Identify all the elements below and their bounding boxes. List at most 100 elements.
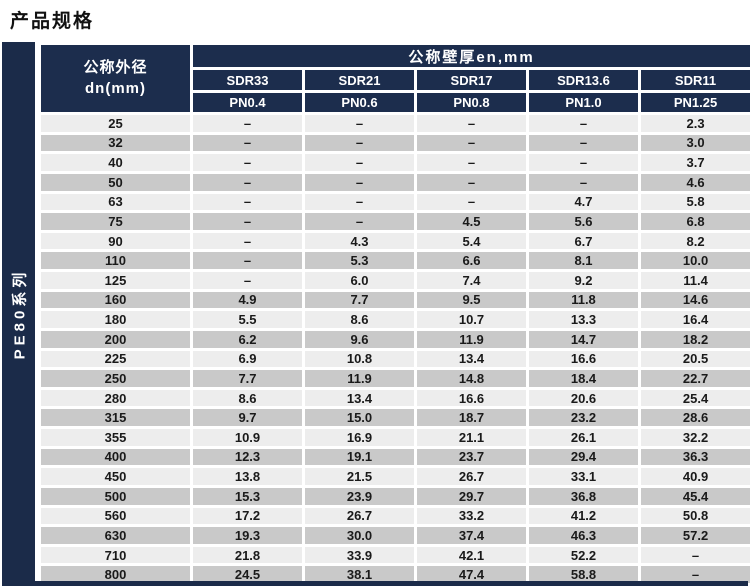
table-row: 450 13.8 21.5 26.7 33.1 40.9: [38, 465, 750, 488]
value-cell: 28.6: [637, 406, 750, 429]
table-row: 160 4.9 7.7 9.5 11.8 14.6: [38, 288, 750, 312]
value-cell: 36.3: [637, 445, 750, 469]
value-cell: 33.2: [414, 504, 529, 528]
value-cell: 13.4: [414, 347, 529, 371]
value-cell: 10.9: [190, 426, 305, 449]
value-cell: 11.9: [302, 367, 417, 390]
value-cell: 21.5: [302, 465, 417, 488]
dn-header-line1: 公称外径: [83, 59, 148, 77]
value-cell: 7.7: [302, 288, 417, 312]
table-row: 75– –4.5 5.6 6.8: [38, 210, 750, 233]
value-cell: 11.9: [414, 327, 529, 351]
value-cell: –: [190, 210, 305, 233]
value-cell: 13.3: [526, 308, 641, 331]
table-row: 32– – – –3.0: [38, 131, 750, 155]
value-cell: 45.4: [637, 484, 750, 508]
value-cell: 4.5: [414, 210, 529, 233]
value-cell: 15.0: [302, 406, 417, 429]
value-cell: 42.1: [414, 543, 529, 567]
dn-cell: 400: [38, 445, 193, 469]
dn-cell: 225: [38, 347, 193, 371]
dn-cell: 75: [38, 210, 193, 233]
dn-cell: 180: [38, 308, 193, 331]
table-row: 355 10.9 16.9 21.1 26.1 32.2: [38, 426, 750, 449]
series-sidebar: PE80系列: [2, 42, 35, 586]
value-cell: –: [302, 170, 417, 194]
sdr-header: SDR17: [414, 67, 529, 93]
table-row: 63– – –4.7 5.8: [38, 190, 750, 214]
sdr-header: SDR33: [190, 67, 305, 93]
page-title: 产品规格: [10, 11, 95, 32]
value-cell: –: [302, 112, 417, 135]
pn-header: PN0.6: [302, 90, 417, 115]
value-cell: 16.6: [526, 347, 641, 371]
value-cell: 29.7: [414, 484, 529, 508]
value-cell: 4.9: [190, 288, 305, 312]
dn-header-line2: dn(mm): [85, 79, 146, 97]
sdr-header: SDR11: [637, 67, 750, 93]
value-cell: 41.2: [526, 504, 641, 528]
dn-cell: 200: [38, 327, 193, 351]
value-cell: 9.7: [190, 406, 305, 429]
value-cell: 57.2: [637, 524, 750, 547]
value-cell: 18.7: [414, 406, 529, 429]
value-cell: 6.0: [302, 269, 417, 292]
value-cell: –: [414, 112, 529, 135]
value-cell: 9.2: [526, 269, 641, 292]
table-row: 50– – – –4.6: [38, 170, 750, 194]
value-cell: 7.4: [414, 269, 529, 292]
value-cell: 6.9: [190, 347, 305, 371]
value-cell: 6.7: [526, 229, 641, 253]
value-cell: 13.8: [190, 465, 305, 488]
table-row: 630 19.3 30.0 37.4 46.3 57.2: [38, 524, 750, 547]
value-cell: 16.9: [302, 426, 417, 449]
dn-cell: 450: [38, 465, 193, 488]
value-cell: 14.7: [526, 327, 641, 351]
value-cell: 19.3: [190, 524, 305, 547]
table-row: 40– – – –3.7: [38, 151, 750, 174]
dn-cell: 32: [38, 131, 193, 155]
table-row: 110–5.3 6.6 8.1 10.0: [38, 249, 750, 272]
value-cell: 26.7: [414, 465, 529, 488]
value-cell: –: [414, 190, 529, 214]
value-cell: 4.7: [526, 190, 641, 214]
value-cell: 14.6: [637, 288, 750, 312]
value-cell: 6.6: [414, 249, 529, 272]
value-cell: 8.6: [190, 386, 305, 410]
value-cell: –: [526, 170, 641, 194]
value-cell: 15.3: [190, 484, 305, 508]
dn-cell: 630: [38, 524, 193, 547]
value-cell: 11.8: [526, 288, 641, 312]
dn-cell: 160: [38, 288, 193, 312]
value-cell: –: [414, 170, 529, 194]
dn-column-header: 公称外径 dn(mm): [38, 42, 193, 115]
value-cell: –: [302, 131, 417, 155]
spec-table: 公称外径 dn(mm) 公称壁厚en,mm SDR33 SDR21 SDR17 …: [38, 42, 750, 586]
wall-thickness-group-header: 公称壁厚en,mm: [189, 42, 750, 70]
value-cell: –: [526, 112, 641, 135]
value-cell: 18.2: [637, 327, 750, 351]
dn-cell: 280: [38, 386, 193, 410]
value-cell: 8.6: [302, 308, 417, 331]
value-cell: 6.2: [190, 327, 305, 351]
value-cell: –: [637, 543, 750, 567]
pn-header: PN0.8: [414, 90, 529, 115]
value-cell: 32.2: [637, 426, 750, 449]
value-cell: 2.3: [637, 112, 750, 135]
value-cell: 29.4: [526, 445, 641, 469]
value-cell: –: [302, 210, 417, 233]
table-row: 180 5.5 8.6 10.7 13.3 16.4: [38, 308, 750, 331]
value-cell: –: [190, 131, 305, 155]
table-row: 400 12.3 19.1 23.7 29.4 36.3: [38, 445, 750, 469]
value-cell: 14.8: [414, 367, 529, 390]
dn-cell: 315: [38, 406, 193, 429]
value-cell: 5.3: [302, 249, 417, 272]
value-cell: 9.5: [414, 288, 529, 312]
dn-cell: 25: [38, 112, 193, 135]
table-row: 90–4.3 5.4 6.7 8.2: [38, 229, 750, 253]
value-cell: –: [302, 190, 417, 214]
dn-cell: 355: [38, 426, 193, 449]
value-cell: 20.5: [637, 347, 750, 371]
value-cell: 50.8: [637, 504, 750, 528]
